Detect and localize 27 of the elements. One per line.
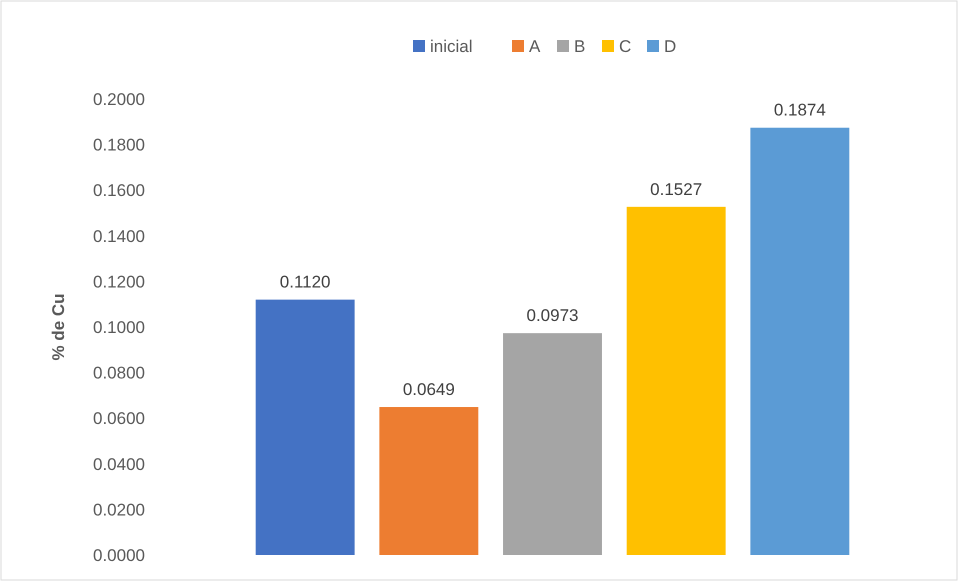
data-label: 0.1120 [280,272,331,292]
bar [379,407,478,555]
y-tick-label: 0.1200 [93,272,145,292]
data-label: 0.0973 [526,306,578,326]
y-axis-title: % de Cu [49,293,68,361]
bar [626,206,726,555]
y-tick-label: 0.0200 [93,500,145,520]
data-label: 0.0649 [402,380,455,400]
legend-label: D [664,36,676,56]
legend-label: B [574,36,586,56]
y-tick-label: 0.1400 [93,226,145,246]
legend-label: C [619,36,632,56]
bar [503,333,602,555]
y-tick-label: 0.0800 [93,364,145,383]
y-tick-label: 0.0600 [93,409,145,428]
legend-label: A [529,36,541,56]
y-tick-label: 0.1800 [93,136,145,155]
bar [750,128,850,555]
data-label: 0.1527 [650,180,702,199]
data-label: 0.1874 [774,100,826,120]
y-tick-label: 0.2000 [93,90,145,109]
bar [256,300,355,555]
y-tick-label: 0.0400 [93,454,145,474]
y-tick-label: 0.1000 [93,318,145,337]
y-tick-label: 0.1600 [93,181,145,200]
legend-label: inicial [430,36,473,56]
y-tick-label: 0.0000 [93,546,145,565]
